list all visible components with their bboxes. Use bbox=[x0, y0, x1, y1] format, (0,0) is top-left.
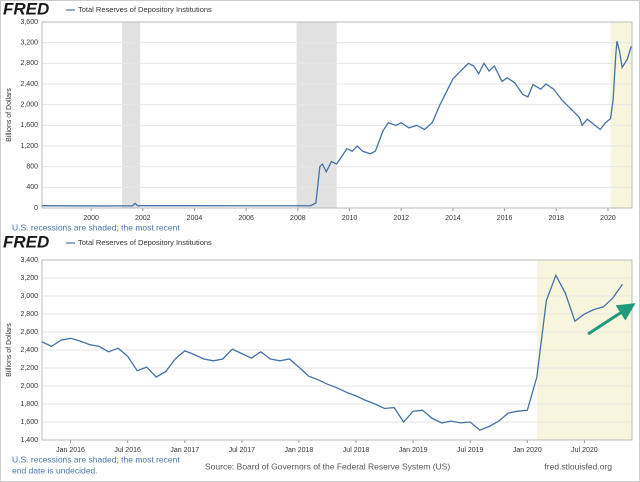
y-tick-label: 2,000 bbox=[20, 102, 38, 109]
y-tick-label: 3,200 bbox=[20, 40, 38, 47]
x-tick-label: 2002 bbox=[135, 215, 151, 222]
x-tick-label: 2016 bbox=[497, 215, 513, 222]
y-tick-label: 2,400 bbox=[20, 347, 38, 354]
y-tick-label: 3,000 bbox=[20, 293, 38, 300]
y-tick-label: 2,000 bbox=[20, 383, 38, 390]
y-tick-label: 2,400 bbox=[20, 81, 38, 88]
x-tick-label: Jan 2020 bbox=[513, 447, 542, 454]
plot-frame bbox=[41, 259, 633, 441]
y-tick-label: 3,400 bbox=[20, 257, 38, 264]
source: Source: Board of Governors of the Federa… bbox=[205, 461, 450, 471]
y-tick-label: 400 bbox=[26, 184, 38, 191]
data-line bbox=[41, 40, 632, 207]
recession-shade bbox=[610, 22, 632, 208]
x-tick-label: Jul 2020 bbox=[571, 447, 598, 454]
y-tick-label: 1,400 bbox=[20, 437, 38, 444]
x-tick-label: 2006 bbox=[238, 215, 254, 222]
logo: FRED bbox=[3, 232, 49, 251]
x-tick-label: 2000 bbox=[83, 215, 99, 222]
x-tick-label: Jan 2016 bbox=[56, 447, 85, 454]
y-tick-label: 1,800 bbox=[20, 401, 38, 408]
x-tick-label: Jan 2019 bbox=[399, 447, 428, 454]
y-tick-label: 1,600 bbox=[20, 419, 38, 426]
y-tick-label: 2,200 bbox=[20, 365, 38, 372]
site: fred.stlouisfed.org bbox=[544, 461, 612, 471]
x-tick-label: Jan 2017 bbox=[170, 447, 199, 454]
y-axis-label: Billions of Dollars bbox=[6, 88, 13, 142]
x-tick-label: Jul 2018 bbox=[343, 447, 370, 454]
x-tick-label: Jul 2019 bbox=[457, 447, 484, 454]
y-tick-label: 3,200 bbox=[20, 275, 38, 282]
recession-note: U.S. recessions are shaded; the most rec… bbox=[12, 222, 180, 232]
y-tick-label: 2,600 bbox=[20, 329, 38, 336]
x-tick-label: 2004 bbox=[187, 215, 203, 222]
plot-frame bbox=[41, 21, 633, 209]
x-tick-label: Jul 2017 bbox=[229, 447, 256, 454]
y-axis-label: Billions of Dollars bbox=[6, 323, 13, 377]
y-tick-label: 0 bbox=[34, 205, 38, 212]
y-tick-label: 3,600 bbox=[20, 19, 38, 26]
charts: FRED Total Reserves of Depository Institu… bbox=[3, 0, 633, 475]
x-tick-label: Jul 2016 bbox=[114, 447, 141, 454]
x-tick-label: 2014 bbox=[445, 215, 461, 222]
y-tick-label: 1,200 bbox=[20, 143, 38, 150]
x-tick-label: 2012 bbox=[393, 215, 409, 222]
legend-label: Total Reserves of Depository Institution… bbox=[78, 5, 212, 14]
x-tick-label: 2008 bbox=[290, 215, 306, 222]
data-line bbox=[41, 273, 624, 431]
x-tick-label: 2018 bbox=[548, 215, 564, 222]
y-tick-label: 2,800 bbox=[20, 311, 38, 318]
recession-shade bbox=[296, 22, 337, 208]
logo: FRED bbox=[3, 0, 49, 18]
recession-note: U.S. recessions are shaded; the most rec… bbox=[12, 454, 180, 464]
recession-note: end date is undecided. bbox=[12, 465, 98, 475]
x-tick-label: 2020 bbox=[600, 215, 616, 222]
legend-label: Total Reserves of Depository Institution… bbox=[78, 238, 212, 247]
x-tick-label: Jan 2018 bbox=[285, 447, 314, 454]
annotation-arrow bbox=[587, 303, 636, 336]
y-tick-label: 800 bbox=[26, 164, 38, 171]
y-tick-label: 2,800 bbox=[20, 60, 38, 67]
x-tick-label: 2010 bbox=[342, 215, 358, 222]
recession-shade bbox=[122, 22, 141, 208]
y-tick-label: 1,600 bbox=[20, 122, 38, 129]
